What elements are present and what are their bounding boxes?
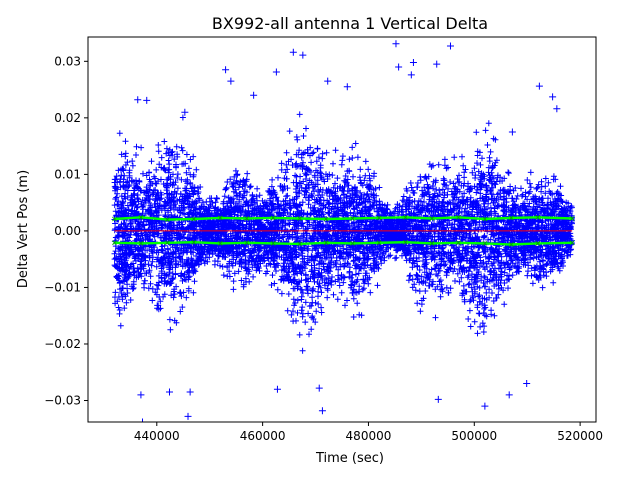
x-tick-label-3: 500000	[451, 429, 497, 443]
x-tick-label-2: 480000	[346, 429, 392, 443]
scatter-point-14	[395, 63, 403, 71]
scatter-point-28	[186, 388, 194, 396]
scatter-point-13	[392, 40, 400, 48]
green-band-upper	[114, 216, 573, 221]
green-band-upper-marker-6	[270, 215, 276, 221]
y-axis: −0.03 −0.02 −0.01 0.00 0.01 0.02 0.03	[44, 54, 88, 408]
green-band-upper-marker-14	[482, 216, 488, 222]
series-blue-scatter	[111, 40, 575, 422]
scatter-point-6	[227, 77, 235, 85]
scatter-point-19	[446, 42, 454, 50]
green-band-upper-marker-10	[376, 215, 382, 221]
green-band-upper-marker-3	[191, 216, 197, 222]
green-band-lower-marker-2	[165, 240, 170, 246]
scatter-point-23	[535, 82, 543, 90]
y-tick-label-5: 0.02	[54, 111, 81, 125]
x-tick-label-0: 440000	[134, 429, 180, 443]
green-band-lower-marker-13	[456, 240, 461, 246]
x-axis: 440000 460000 480000 500000 520000	[134, 422, 603, 443]
x-tick-label-4: 520000	[557, 429, 603, 443]
green-band-lower-marker-6	[270, 240, 276, 246]
scatter-point-17	[433, 60, 441, 68]
scatter-point-29	[273, 385, 281, 393]
green-band-lower-marker-15	[508, 242, 514, 247]
scatter-point-22	[523, 380, 531, 388]
green-band-lower-marker-5	[244, 240, 250, 246]
scatter-point-31	[181, 108, 189, 116]
scatter-point-8	[289, 48, 297, 56]
scatter-point-3	[139, 418, 147, 422]
green-band-upper-marker-17	[569, 216, 575, 221]
green-band-lower-marker-16	[535, 240, 541, 246]
y-tick-label-0: −0.03	[44, 394, 81, 408]
scatter-point-27	[165, 388, 173, 396]
green-band-lower-marker-12	[429, 240, 435, 246]
y-tick-label-1: −0.02	[44, 337, 81, 351]
y-tick-label-6: 0.03	[54, 54, 81, 68]
scatter-point-18	[434, 395, 442, 403]
green-band-lower-marker-1	[138, 240, 144, 246]
green-band-lower-marker-7	[297, 241, 303, 247]
green-band-upper-marker-13	[456, 214, 461, 220]
green-band-lower-marker-3	[191, 239, 197, 245]
scatter-point-21	[505, 391, 513, 399]
green-band-upper-marker-7	[297, 216, 303, 221]
y-axis-label: Delta Vert Pos (m)	[16, 170, 31, 288]
green-band-lower-marker-9	[350, 240, 355, 246]
green-band-lower-marker-14	[482, 240, 488, 246]
plot-frame	[87, 36, 597, 423]
green-band-lower-marker-4	[217, 240, 223, 246]
green-band-lower-marker-8	[323, 240, 329, 246]
scatter-point-7	[272, 68, 280, 76]
scatter-point-30	[315, 384, 323, 392]
green-band-lower-marker-0	[112, 240, 117, 246]
green-band-upper-marker-16	[535, 214, 541, 220]
scatter-cloud-markers	[111, 111, 575, 354]
green-band-lower-marker-10	[376, 240, 382, 246]
x-tick-label-1: 460000	[240, 429, 286, 443]
scatter-point-11	[324, 77, 332, 85]
green-band-upper-marker-0	[112, 216, 117, 222]
chart-title: BX992-all antenna 1 Vertical Delta	[212, 14, 488, 33]
scatter-point-4	[184, 412, 192, 420]
scatter-point-10	[318, 407, 326, 415]
green-band-upper-marker-12	[429, 216, 435, 221]
scatter-point-12	[343, 83, 351, 91]
green-band-upper-marker-4	[217, 215, 223, 221]
green-band-upper-marker-11	[403, 214, 408, 220]
green-band-lower-marker-17	[569, 240, 575, 246]
green-band-upper-marker-1	[138, 214, 144, 220]
scatter-point-16	[409, 58, 417, 66]
y-tick-label-2: −0.01	[44, 280, 81, 294]
scatter-point-1	[137, 391, 145, 399]
scatter-point-2	[143, 96, 151, 104]
scatter-point-15	[407, 71, 415, 79]
green-band-lower	[114, 240, 573, 246]
green-band-upper-marker-9	[350, 216, 355, 221]
x-axis-label: Time (sec)	[315, 451, 384, 466]
y-tick-label-3: 0.00	[54, 224, 81, 238]
green-band-upper-marker-5	[244, 216, 250, 221]
green-band-lower-marker-11	[403, 239, 408, 245]
green-band-upper-marker-15	[508, 215, 514, 221]
scatter-point-25	[553, 105, 561, 113]
scatter-point-9	[299, 51, 307, 59]
scatter-point-5	[222, 66, 230, 74]
scatter-point-32	[250, 91, 258, 99]
green-band-upper-marker-2	[165, 217, 170, 222]
scatter-point-24	[549, 93, 557, 101]
scatter-point-20	[481, 402, 489, 410]
y-tick-label-4: 0.01	[54, 167, 81, 181]
scatter-point-26	[508, 128, 516, 136]
scatter-point-0	[134, 96, 142, 104]
green-band-upper-marker-8	[323, 216, 329, 222]
